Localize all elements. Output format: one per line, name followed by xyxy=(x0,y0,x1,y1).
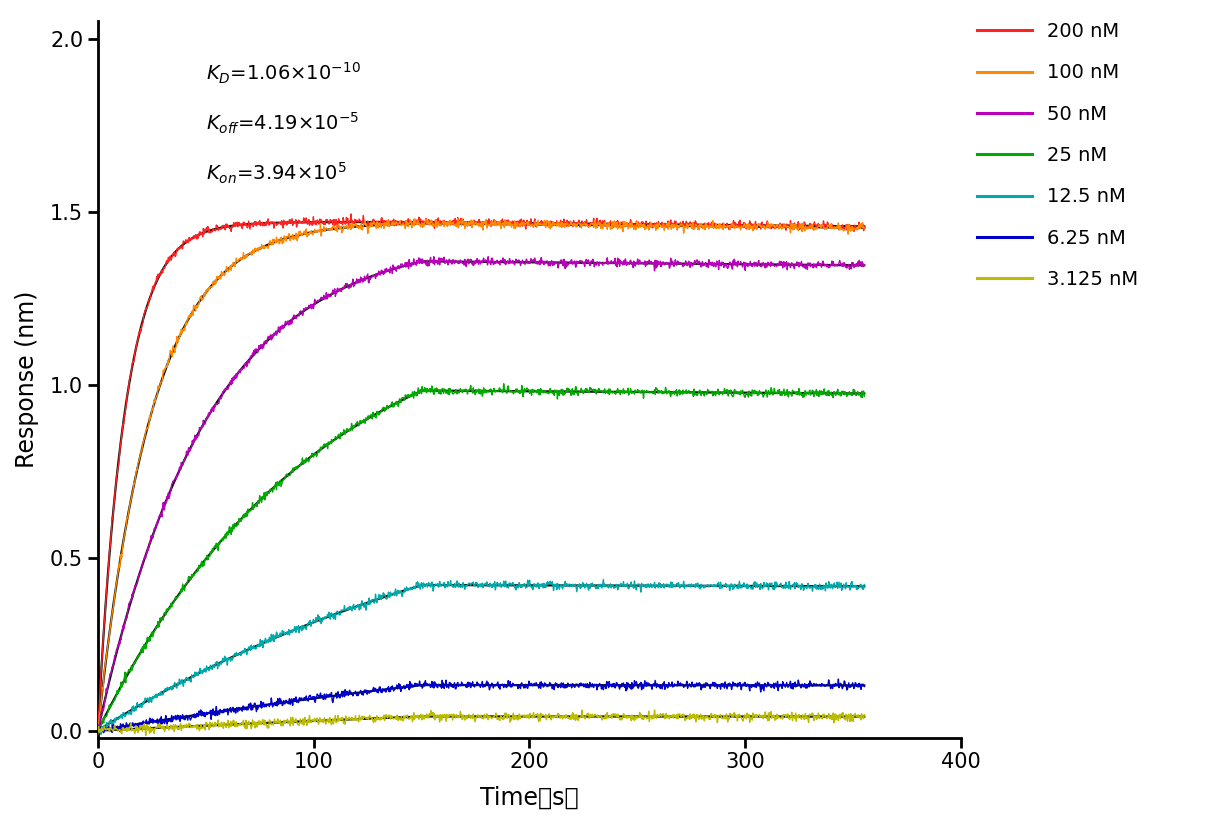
200 nM xyxy=(344,209,359,219)
Text: $K_{off}$=4.19×10$^{-5}$: $K_{off}$=4.19×10$^{-5}$ xyxy=(206,111,359,136)
12.5 nM xyxy=(94,729,108,739)
50 nM xyxy=(90,724,105,734)
12.5 nM xyxy=(90,724,105,734)
6.25 nM xyxy=(90,728,105,738)
6.25 nM xyxy=(857,681,872,691)
3.125 nM xyxy=(667,710,681,719)
50 nM xyxy=(448,256,463,266)
6.25 nM xyxy=(222,704,237,714)
12.5 nM xyxy=(857,579,872,589)
Line: 100 nM: 100 nM xyxy=(97,219,865,734)
6.25 nM xyxy=(447,678,462,688)
Line: 25 nM: 25 nM xyxy=(97,384,865,733)
25 nM xyxy=(777,390,792,400)
Line: 50 nM: 50 nM xyxy=(97,257,865,730)
Legend: 200 nM, 100 nM, 50 nM, 25 nM, 12.5 nM, 6.25 nM, 3.125 nM: 200 nM, 100 nM, 50 nM, 25 nM, 12.5 nM, 6… xyxy=(970,14,1146,297)
12.5 nM xyxy=(777,583,792,593)
Line: 12.5 nM: 12.5 nM xyxy=(97,579,865,734)
100 nM xyxy=(777,222,792,232)
3.125 nM xyxy=(175,720,190,730)
X-axis label: Time（s）: Time（s） xyxy=(480,786,579,810)
12.5 nM xyxy=(440,582,455,592)
25 nM xyxy=(222,522,237,532)
100 nM xyxy=(667,223,681,233)
6.25 nM xyxy=(440,682,455,692)
200 nM xyxy=(90,726,105,736)
6.25 nM xyxy=(776,680,791,690)
100 nM xyxy=(175,328,190,338)
12.5 nM xyxy=(175,678,190,688)
12.5 nM xyxy=(667,580,681,590)
6.25 nM xyxy=(832,674,846,684)
Text: $K_{on}$=3.94×10$^{5}$: $K_{on}$=3.94×10$^{5}$ xyxy=(206,161,346,186)
25 nM xyxy=(90,728,105,738)
200 nM xyxy=(440,219,455,229)
12.5 nM xyxy=(223,653,238,663)
200 nM xyxy=(857,221,872,231)
Line: 3.125 nM: 3.125 nM xyxy=(97,710,865,736)
6.25 nM xyxy=(665,682,680,692)
50 nM xyxy=(857,261,872,271)
50 nM xyxy=(777,258,792,268)
200 nM xyxy=(777,223,792,233)
3.125 nM xyxy=(447,711,462,721)
50 nM xyxy=(667,262,681,271)
3.125 nM xyxy=(777,710,792,719)
Line: 200 nM: 200 nM xyxy=(97,214,865,731)
3.125 nM xyxy=(647,705,662,714)
25 nM xyxy=(440,386,455,396)
100 nM xyxy=(857,223,872,233)
Y-axis label: Response (nm): Response (nm) xyxy=(15,290,39,468)
200 nM xyxy=(667,220,681,230)
100 nM xyxy=(440,218,455,228)
25 nM xyxy=(667,386,681,396)
50 nM xyxy=(91,725,106,735)
100 nM xyxy=(222,263,237,273)
200 nM xyxy=(222,223,237,233)
200 nM xyxy=(175,243,190,253)
100 nM xyxy=(451,214,466,224)
6.25 nM xyxy=(175,714,190,724)
25 nM xyxy=(447,387,462,397)
25 nM xyxy=(857,391,872,401)
200 nM xyxy=(447,214,462,224)
3.125 nM xyxy=(90,726,105,736)
25 nM xyxy=(175,587,190,596)
3.125 nM xyxy=(138,731,153,741)
50 nM xyxy=(426,252,441,262)
12.5 nM xyxy=(596,574,611,584)
3.125 nM xyxy=(440,713,455,723)
50 nM xyxy=(441,260,456,270)
3.125 nM xyxy=(223,721,238,731)
50 nM xyxy=(175,460,190,470)
Line: 6.25 nM: 6.25 nM xyxy=(97,679,865,733)
100 nM xyxy=(447,220,462,230)
50 nM xyxy=(223,378,238,388)
3.125 nM xyxy=(857,710,872,719)
25 nM xyxy=(496,379,511,389)
Text: $K_D$=1.06×10$^{-10}$: $K_D$=1.06×10$^{-10}$ xyxy=(206,61,361,86)
100 nM xyxy=(90,729,105,739)
12.5 nM xyxy=(447,582,462,592)
